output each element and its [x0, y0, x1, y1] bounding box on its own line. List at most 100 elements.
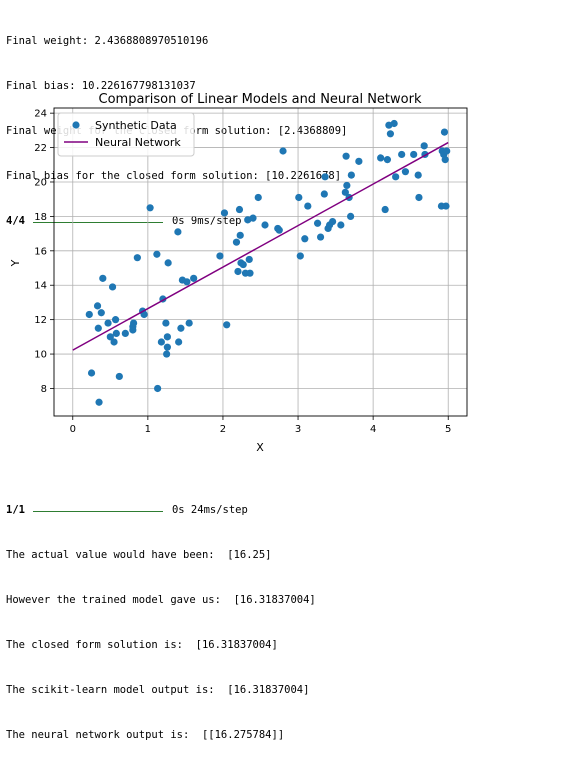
scatter-point — [249, 214, 257, 222]
scatter-point — [414, 171, 422, 179]
scatter-point — [85, 310, 93, 319]
console-line: Final weight: 2.4368808970510196 — [6, 35, 209, 47]
scatter-point — [235, 205, 244, 214]
legend: Synthetic Data Neural Network — [57, 112, 195, 157]
scatter-point — [420, 142, 428, 150]
scatter-point — [183, 278, 191, 286]
scatter-point — [146, 204, 154, 212]
scatter-point — [347, 212, 355, 221]
x-tick-label: 1 — [145, 424, 151, 435]
y-tick-label: 24 — [34, 109, 47, 120]
scatter-point — [246, 269, 254, 277]
scatter-point — [254, 193, 262, 202]
scatter-point — [95, 398, 103, 406]
scatter-point — [234, 267, 242, 276]
legend-label-neural-network: Neural Network — [95, 136, 181, 149]
scatter-point — [163, 350, 171, 358]
legend-box — [57, 112, 195, 157]
x-tick-label: 0 — [70, 424, 76, 435]
scatter-point — [261, 221, 269, 229]
scatter-point — [313, 219, 322, 227]
neural-network-line — [72, 141, 449, 351]
scatter-point — [175, 338, 183, 346]
scatter-point — [185, 319, 193, 327]
scatter-point — [320, 190, 328, 198]
y-tick-label: 18 — [34, 212, 47, 223]
y-tick-label: 8 — [41, 384, 47, 395]
scatter-point — [223, 321, 231, 329]
scatter-point — [410, 150, 418, 159]
scatter-point — [443, 147, 451, 155]
scatter-point — [164, 259, 172, 267]
scatter-point — [442, 202, 450, 210]
scatter-point — [383, 156, 392, 164]
scatter-point — [328, 217, 337, 226]
scatter-point — [321, 173, 329, 181]
console-line: However the trained model gave us: [16.3… — [6, 594, 316, 606]
scatter-point — [153, 250, 161, 258]
scatter-point — [316, 233, 325, 241]
data-layer — [72, 119, 451, 406]
scatter-point — [355, 157, 363, 165]
scatter-point — [110, 338, 118, 346]
console-output-bottom: 1/1 0s 24ms/step The actual value would … — [6, 473, 316, 758]
x-tick-label: 4 — [370, 424, 376, 435]
scatter-point — [94, 324, 102, 332]
y-tick-label: 14 — [34, 281, 47, 292]
scatter-point — [133, 254, 141, 262]
y-tick-label: 16 — [34, 246, 47, 257]
scatter-point — [97, 309, 105, 317]
x-tick-label: 2 — [220, 424, 226, 435]
legend-marker-synthetic-data — [72, 121, 80, 129]
progress-timing: 0s 24ms/step — [171, 504, 248, 516]
scatter-point — [236, 231, 244, 239]
scatter-point — [296, 252, 304, 260]
scatter-point — [115, 372, 123, 381]
scatter-point — [112, 329, 120, 338]
progress-bar — [32, 222, 163, 223]
scatter-point — [441, 156, 449, 164]
y-tick-label: 20 — [34, 177, 47, 188]
scatter-point — [162, 319, 170, 327]
scatter-point — [163, 343, 171, 351]
scatter-point — [275, 226, 283, 234]
console-line: Final bias: 10.226167798131037 — [6, 80, 196, 92]
scatter-point — [401, 168, 410, 176]
scatter-point — [301, 235, 309, 243]
scatter-point — [341, 188, 349, 196]
progress-bar — [32, 511, 163, 512]
scatter-point — [386, 130, 395, 138]
scatter-point — [347, 171, 355, 179]
y-tick-label: 12 — [34, 315, 47, 326]
scatter-point — [279, 147, 287, 155]
progress-timing: 0s 9ms/step — [171, 215, 242, 227]
console-line: The closed form solution is: [16.3183700… — [6, 639, 278, 651]
plot-frame — [53, 107, 468, 417]
x-axis-label: X — [256, 441, 264, 454]
y-tick-label: 10 — [34, 350, 47, 361]
scatter-point — [440, 128, 449, 136]
scatter-point — [232, 238, 241, 246]
chart-title: Comparison of Linear Models and Neural N… — [99, 92, 422, 107]
scatter-point — [216, 252, 224, 260]
scatter-point — [154, 384, 162, 393]
x-tick-label: 5 — [445, 424, 451, 435]
scatter-point — [157, 338, 165, 346]
progress-line: 4/4 0s 9ms/step — [6, 214, 347, 229]
console-line: The actual value would have been: [16.25… — [6, 549, 272, 561]
scatter-point — [111, 316, 120, 324]
progress-count: 4/4 — [6, 215, 25, 227]
scatter-point — [377, 154, 385, 162]
scatter-point — [381, 205, 389, 214]
scatter-point — [392, 173, 400, 181]
scatter-point — [163, 333, 171, 341]
scatter-point — [87, 369, 96, 377]
progress-line: 1/1 0s 24ms/step — [6, 503, 316, 518]
scatter-point — [129, 319, 138, 327]
scatter-point — [342, 152, 350, 160]
scatter-point — [398, 150, 406, 159]
console-line: The neural network output is: [[16.27578… — [6, 729, 285, 741]
scatter-point — [220, 209, 229, 217]
